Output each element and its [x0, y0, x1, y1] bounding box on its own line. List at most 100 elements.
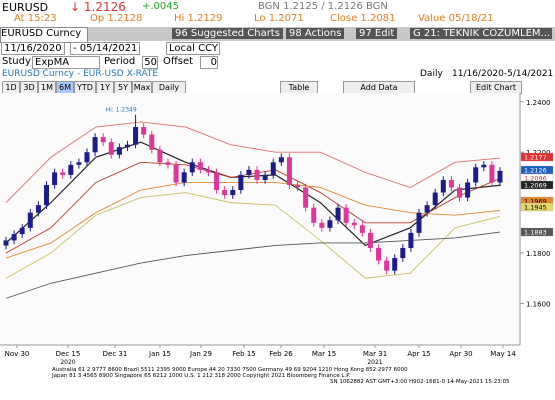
change: +.0045 — [142, 1, 180, 12]
candle-body — [173, 164, 179, 183]
candle-body — [481, 164, 487, 168]
candle-body — [205, 169, 211, 173]
price-badge-label: 1.1945 — [524, 204, 547, 212]
candle-body — [343, 207, 349, 223]
price-badge-label: 1.1883 — [524, 229, 547, 237]
x-tick-label: Apr 15 — [407, 350, 430, 358]
candle-body — [489, 164, 495, 183]
candle-body — [303, 187, 309, 208]
quote-header: EURUSD ↓ 1.2126 +.0045 BGN 1.2125 / 1.21… — [0, 0, 555, 26]
close: Close 1.2081 — [330, 13, 396, 24]
x-tick-label: Jan 15 — [148, 350, 171, 358]
indicator-line — [5, 121, 501, 203]
price-badge-label: 1.1969 — [524, 198, 547, 206]
candle-body — [286, 157, 292, 185]
candle-body — [214, 172, 220, 191]
price-badge-label: 1.2126 — [524, 167, 547, 175]
open: Op 1.2128 — [90, 13, 143, 24]
y-tick-label: 1.1600 — [526, 300, 551, 308]
toolbar-button[interactable]: Daily — [152, 81, 186, 94]
candle-body — [351, 222, 357, 226]
price-badge — [520, 180, 554, 190]
offset[interactable]: 0 — [200, 56, 218, 69]
price-badge — [520, 152, 554, 162]
indicator-line — [5, 192, 501, 279]
frequency: Daily — [420, 69, 443, 79]
candle-body — [3, 240, 9, 246]
candle-body — [432, 192, 438, 206]
candle-body — [416, 212, 422, 233]
candle-body — [19, 227, 25, 235]
currency[interactable]: Local CCY — [166, 42, 220, 55]
dates: 11/16/2020-5/14/2021 — [452, 69, 554, 79]
x-tick-label: Jan 29 — [189, 350, 212, 358]
x-tick-label: Dec 15 — [56, 350, 81, 358]
candle-body — [197, 162, 203, 170]
candle-body — [149, 134, 155, 150]
candle-body — [84, 152, 90, 163]
candle-body — [295, 184, 301, 188]
candle-body — [141, 127, 147, 135]
study-label: Study — [2, 56, 31, 67]
footer-line: SN 1062882 AST GMT+3:00 H902-1681-0 14-M… — [330, 379, 510, 385]
price-badge-label: 1.2069 — [524, 182, 547, 190]
date-range: 11/16/2020 - 05/14/2021 Local CCY — [0, 42, 555, 55]
candle-body — [278, 157, 284, 163]
candle-body — [100, 137, 106, 143]
offset-label: Offset — [163, 56, 194, 67]
candle-body — [440, 179, 446, 193]
edit-menu[interactable]: 97 Edit — [356, 28, 398, 39]
value-date: Value 05/18/21 — [418, 13, 494, 24]
candle-body — [181, 172, 187, 183]
candle-body — [76, 162, 82, 165]
candle-body — [52, 172, 58, 185]
candle-body — [465, 182, 471, 198]
candle-body — [359, 225, 365, 233]
x-tick-label: Mar 15 — [312, 350, 336, 358]
x-tick-label: Feb 26 — [269, 350, 293, 358]
last-price: ↓ 1.2126 — [70, 0, 126, 14]
actions-menu[interactable]: 98 Actions — [286, 28, 345, 39]
candle-body — [448, 179, 454, 188]
price-badge — [520, 227, 554, 237]
study-row: Study ExpMA Period 50 Offset 0 — [0, 56, 555, 69]
indicator-line — [5, 231, 501, 299]
price-badge-label: 1.2177 — [524, 154, 547, 162]
candle-body — [392, 258, 398, 271]
candle-body — [319, 222, 325, 228]
y-tick-label: 1.2400 — [526, 99, 551, 107]
page-title: G 21: TEKNIK COZUMLEM... — [410, 28, 552, 39]
info-row: EURUSD Curncy - EUR-USD X-RATE Daily 11/… — [0, 69, 555, 80]
candle-body — [92, 137, 98, 153]
start-date[interactable]: 11/16/2020 — [1, 42, 65, 55]
footer-line: Japan 81 3 4565 8900 Singapore 65 6212 1… — [51, 373, 351, 379]
period[interactable]: 50 — [142, 56, 158, 69]
candle-body — [133, 127, 139, 145]
x-tick-label: Mar 31 — [363, 350, 387, 358]
study-name[interactable]: ExpMA — [32, 56, 100, 69]
x-tick-label: Feb 15 — [232, 350, 256, 358]
candle-body — [124, 144, 130, 148]
candle-body — [335, 207, 341, 221]
candle-body — [68, 164, 74, 175]
y-tick-label: 1.1800 — [526, 250, 551, 258]
candle-body — [60, 172, 66, 175]
candle-body — [35, 205, 41, 213]
high: Hi 1.2129 — [174, 13, 223, 24]
end-date[interactable]: - 05/14/2021 — [70, 42, 141, 55]
x-tick-label: May 14 — [490, 350, 516, 358]
candle-body — [157, 149, 163, 163]
candle-body — [246, 169, 252, 175]
candle-body — [376, 247, 382, 261]
x-tick-label: Dec 31 — [103, 350, 128, 358]
candle-body — [238, 174, 244, 191]
candle-body — [408, 232, 414, 248]
candle-body — [189, 162, 195, 173]
suggested-charts[interactable]: 96 Suggested Charts — [172, 28, 283, 39]
candle-body — [457, 187, 463, 198]
bid-ask: BGN 1.2125 / 1.2126 BGN — [258, 1, 388, 12]
candle-body — [116, 147, 122, 155]
ticker: EURUSD — [2, 1, 49, 14]
